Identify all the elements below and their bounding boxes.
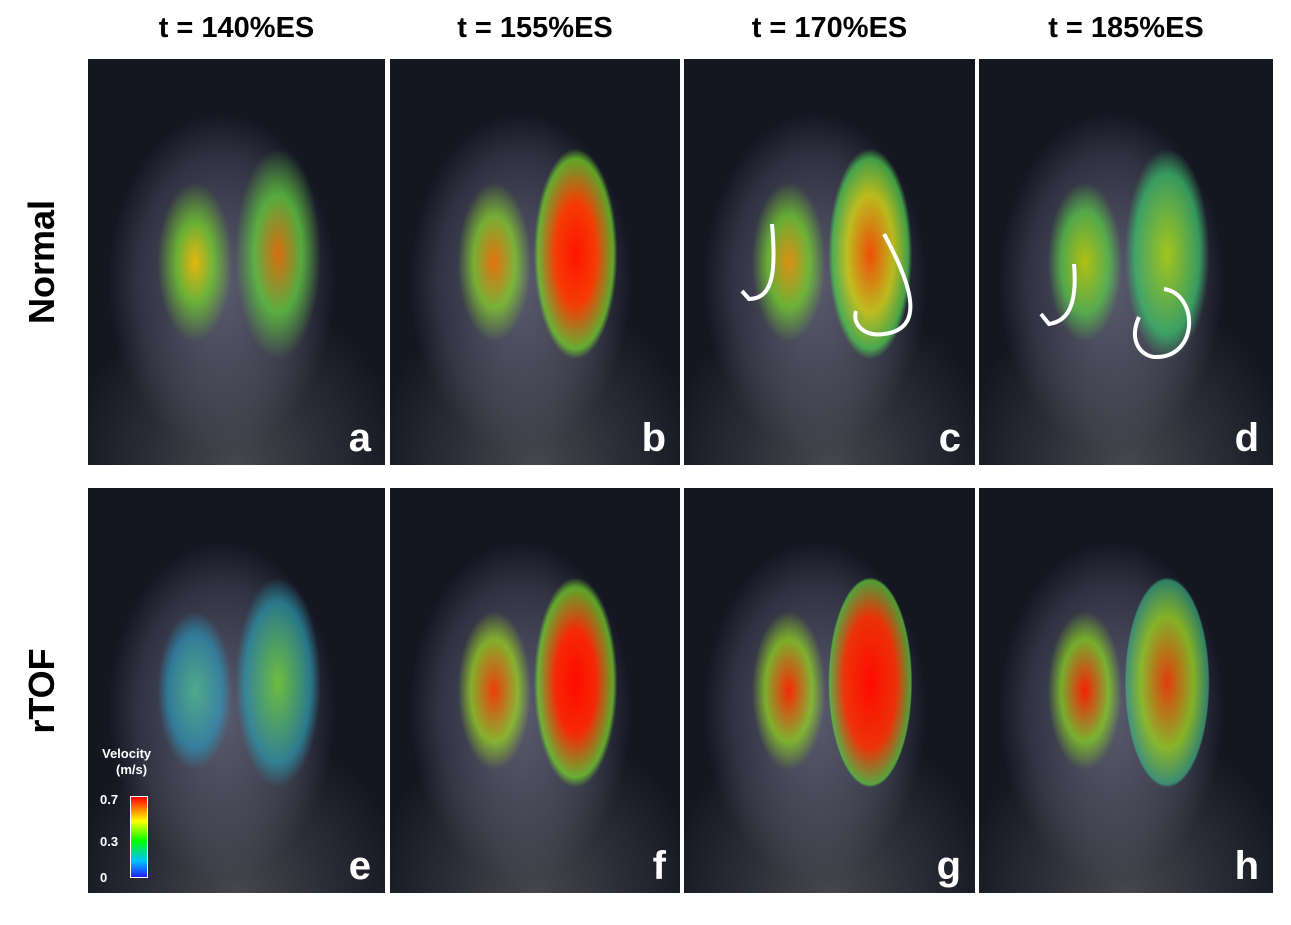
column-header: t = 185%ES [1048, 12, 1204, 44]
colorbar-tick: 0 [100, 870, 108, 885]
image-panel: d [979, 59, 1273, 465]
row-header: rTOF [21, 647, 62, 734]
colorbar-gradient [130, 796, 148, 878]
column-header: t = 140%ES [158, 12, 315, 44]
flow-arrows [1039, 263, 1192, 360]
colorbar-tick: 0.3 [100, 834, 119, 849]
column-header: t = 170%ES [751, 12, 908, 44]
panel-letter: g [936, 844, 961, 888]
colorbar-unit: (m/s) [116, 762, 148, 777]
image-panel: b [390, 59, 680, 465]
image-panel: h [979, 488, 1273, 893]
row-header: Normal [21, 199, 62, 325]
column-header: t = 155%ES [457, 12, 613, 44]
flow-arrows [740, 223, 913, 337]
panel-letter: d [1234, 416, 1259, 460]
panel-letter: h [1234, 844, 1259, 888]
panel-letter: e [348, 844, 371, 888]
image-panel: g [684, 488, 975, 893]
panel-letter: f [652, 844, 666, 888]
panel-letter: a [348, 416, 371, 460]
colorbar-tick: 0.7 [100, 792, 119, 807]
image-panel: c [684, 59, 975, 465]
image-panel: a [88, 59, 385, 465]
image-panel: e Velocity (m/s) 0.7 0.3 0 [88, 488, 385, 893]
panel-letter: b [641, 416, 666, 460]
panel-letter: c [938, 416, 961, 460]
image-panel: f [390, 488, 680, 893]
colorbar-title: Velocity [102, 746, 152, 761]
